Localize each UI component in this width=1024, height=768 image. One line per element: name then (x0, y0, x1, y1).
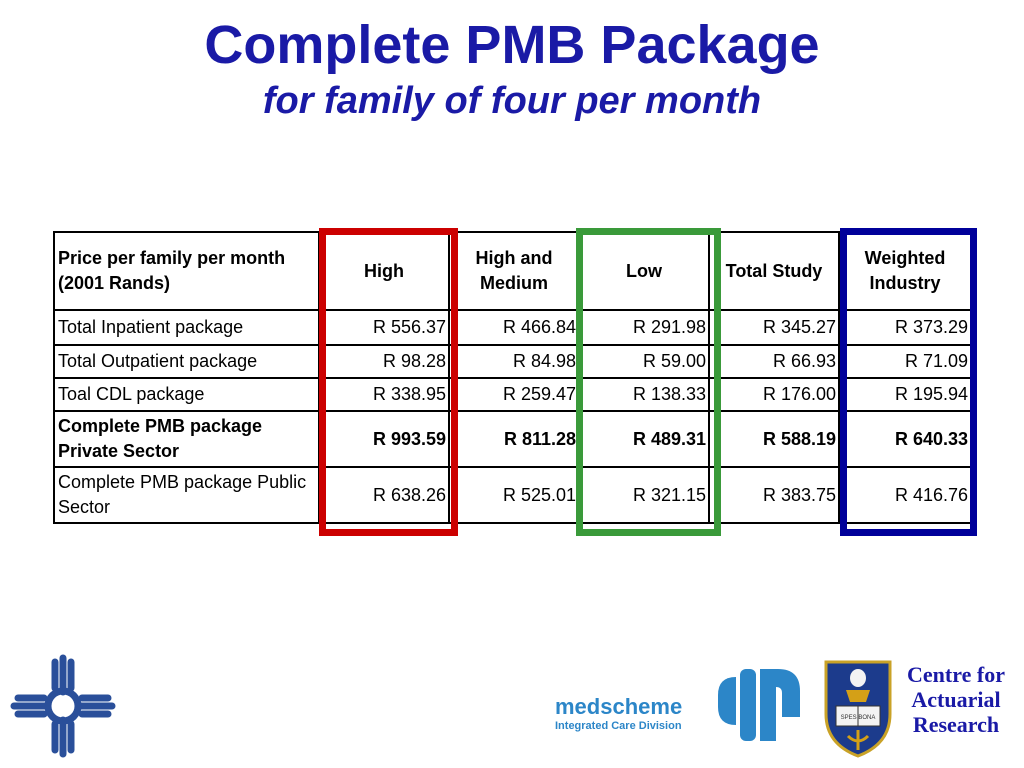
row-label: Total Inpatient package (53, 309, 320, 346)
pmb-price-table: Price per family per month (2001 Rands) … (53, 231, 972, 524)
row-label: Complete PMB package Private Sector (53, 410, 320, 468)
table-row-private-sector-total: Complete PMB package Private Sector R 99… (53, 410, 972, 468)
table-row: Toal CDL package R 338.95 R 259.47 R 138… (53, 377, 972, 412)
table-cell: R 588.19 (708, 410, 840, 468)
table-cell: R 338.95 (318, 377, 450, 412)
table-cell: R 84.98 (448, 344, 580, 379)
table-cell: R 176.00 (708, 377, 840, 412)
table-cell: R 291.98 (578, 309, 710, 346)
table-cell: R 525.01 (448, 466, 580, 524)
cross-logo-icon (10, 654, 116, 758)
car-line-1: Centre for (907, 662, 1005, 687)
header-high: High (318, 231, 450, 311)
table-cell: R 66.93 (708, 344, 840, 379)
slide-subtitle: for family of four per month (262, 80, 762, 122)
medscheme-mark-icon (718, 669, 800, 741)
crest-motto: SPES BONA (841, 715, 876, 721)
table-cell: R 59.00 (578, 344, 710, 379)
medscheme-logo: medscheme Integrated Care Division (555, 695, 705, 733)
medscheme-division: Integrated Care Division (555, 720, 682, 732)
table-cell: R 138.33 (578, 377, 710, 412)
row-label: Toal CDL package (53, 377, 320, 412)
centre-for-actuarial-research-logo: Centre for Actuarial Research (896, 662, 1016, 737)
table-cell: R 489.31 (578, 410, 710, 468)
car-line-2: Actuarial (911, 687, 1001, 712)
slide-title: Complete PMB Package (204, 15, 820, 75)
table-cell: R 195.94 (838, 377, 972, 412)
row-label: Total Outpatient package (53, 344, 320, 379)
table-cell: R 640.33 (838, 410, 972, 468)
table-row: Total Inpatient package R 556.37 R 466.8… (53, 309, 972, 346)
table-cell: R 466.84 (448, 309, 580, 346)
table-cell: R 811.28 (448, 410, 580, 468)
table-cell: R 321.15 (578, 466, 710, 524)
row-label: Complete PMB package Public Sector (53, 466, 320, 524)
header-weighted-industry: Weighted Industry (838, 231, 972, 311)
car-line-3: Research (912, 712, 1000, 737)
table-row-public-sector-total: Complete PMB package Public Sector R 638… (53, 466, 972, 524)
table-cell: R 383.75 (708, 466, 840, 524)
header-total-study: Total Study (708, 231, 840, 311)
medscheme-name: medscheme (555, 694, 683, 719)
table-cell: R 98.28 (318, 344, 450, 379)
table-cell: R 373.29 (838, 309, 972, 346)
table-cell: R 71.09 (838, 344, 972, 379)
table-cell: R 993.59 (318, 410, 450, 468)
university-crest-icon: SPES BONA (824, 660, 892, 758)
table-row: Total Outpatient package R 98.28 R 84.98… (53, 344, 972, 379)
table-cell: R 638.26 (318, 466, 450, 524)
table-cell: R 259.47 (448, 377, 580, 412)
table-header-row: Price per family per month (2001 Rands) … (53, 231, 972, 311)
header-high-and-medium: High and Medium (448, 231, 580, 311)
header-low: Low (578, 231, 710, 311)
header-label: Price per family per month (2001 Rands) (53, 231, 320, 311)
table-cell: R 556.37 (318, 309, 450, 346)
table-cell: R 345.27 (708, 309, 840, 346)
table-cell: R 416.76 (838, 466, 972, 524)
